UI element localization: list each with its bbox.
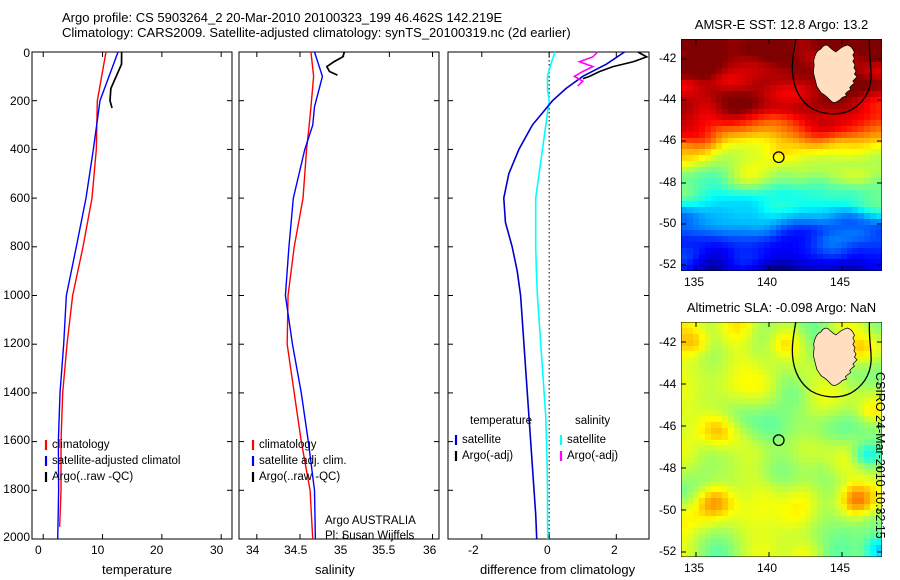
svg-text:Argo(-adj): Argo(-adj) (462, 450, 513, 462)
svg-text:satellite: satellite (567, 434, 606, 446)
svg-text:satellite-adjusted climatol: satellite-adjusted climatol (52, 455, 180, 467)
svg-text:climatology: climatology (259, 439, 317, 451)
svg-text:temperature: temperature (470, 415, 532, 427)
svg-text:climatology: climatology (52, 439, 110, 451)
svg-text:satellite: satellite (462, 434, 501, 446)
svg-text:Pl: Susan Wijffels: Pl: Susan Wijffels (325, 530, 415, 542)
svg-text:Argo AUSTRALIA: Argo AUSTRALIA (325, 515, 416, 527)
svg-text:Argo(-adj): Argo(-adj) (567, 450, 618, 462)
svg-text:salinity: salinity (575, 415, 610, 427)
svg-text:Argo(..raw -QC): Argo(..raw -QC) (52, 471, 133, 483)
svg-text:satellite adj. clim.: satellite adj. clim. (259, 455, 347, 467)
svg-text:Argo(..raw -QC): Argo(..raw -QC) (259, 471, 340, 483)
